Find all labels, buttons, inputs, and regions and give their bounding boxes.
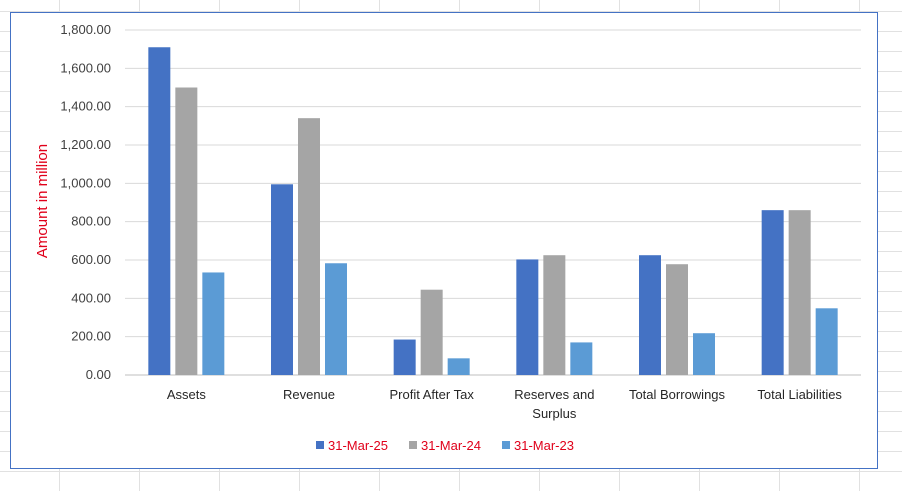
bar: [543, 255, 566, 375]
x-category-label: Total Liabilities: [757, 387, 842, 402]
bar: [570, 342, 593, 375]
chart-frame: 0.00 200.00 400.00 600.00 800.00 1,000.00 1,20…: [10, 12, 878, 469]
bar: [420, 289, 443, 375]
bar: [788, 210, 811, 375]
y-tick-label: 1,200.00: [60, 137, 111, 152]
legend-label: 31-Mar-25: [328, 438, 388, 453]
bar: [666, 264, 688, 375]
y-tick-label: 600.00: [71, 252, 111, 267]
bar: [325, 263, 347, 375]
y-tick-label: 1,800.00: [60, 22, 111, 37]
bar: [175, 87, 198, 375]
y-tick-label: 1,400.00: [60, 99, 111, 114]
bar: [271, 184, 293, 375]
bar: [202, 272, 225, 375]
x-category-label: Profit After Tax: [390, 387, 475, 402]
bar: [298, 118, 320, 376]
x-category-label: Revenue: [283, 387, 335, 402]
x-category-label: Surplus: [532, 406, 577, 421]
legend-swatch: [502, 441, 510, 449]
bar: [639, 255, 661, 375]
y-tick-label: 200.00: [71, 329, 111, 344]
bar: [393, 339, 416, 375]
y-axis-ticks: 0.00 200.00 400.00 600.00 800.00 1,000.00 1,20…: [60, 22, 111, 382]
y-tick-label: 0.00: [86, 367, 111, 382]
x-category-label: Reserves and: [514, 387, 594, 402]
bar: [447, 358, 470, 375]
x-category-label: Assets: [167, 387, 207, 402]
bar: [761, 210, 784, 375]
bar: [516, 259, 539, 375]
legend: 31-Mar-25 31-Mar-24 31-Mar-23: [316, 438, 574, 453]
y-tick-label: 400.00: [71, 290, 111, 305]
bars: [148, 47, 838, 376]
bar: [815, 308, 838, 375]
legend-swatch: [316, 441, 324, 449]
legend-label: 31-Mar-24: [421, 438, 481, 453]
legend-label: 31-Mar-23: [514, 438, 574, 453]
legend-swatch: [409, 441, 417, 449]
y-tick-label: 800.00: [71, 214, 111, 229]
y-tick-label: 1,600.00: [60, 60, 111, 75]
gridlines: [125, 29, 861, 376]
x-axis-categories: Assets Revenue Profit After Tax Reserves an…: [167, 387, 843, 421]
y-axis-label: Amount in million: [34, 144, 51, 258]
bar: [148, 47, 171, 375]
x-category-label: Total Borrowings: [629, 387, 726, 402]
bar: [693, 333, 715, 375]
bar-chart: 0.00 200.00 400.00 600.00 800.00 1,000.00 1,20…: [34, 22, 861, 453]
y-tick-label: 1,000.00: [60, 175, 111, 190]
